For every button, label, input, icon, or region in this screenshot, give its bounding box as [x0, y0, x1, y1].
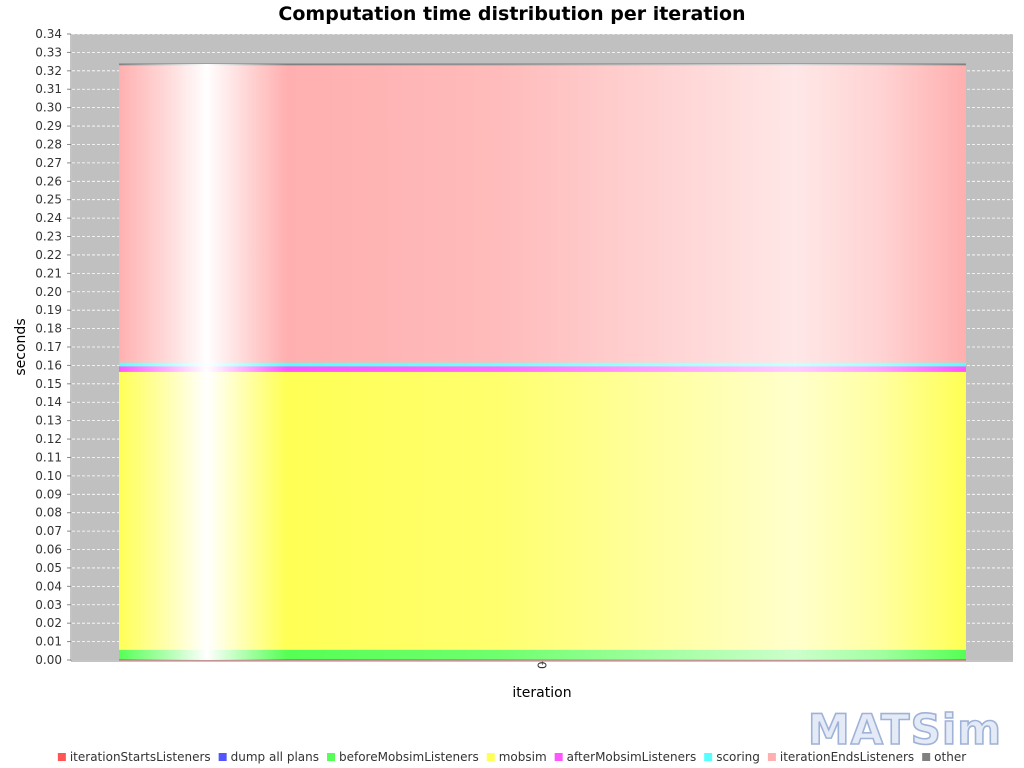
y-tick-label: 0.03 [35, 598, 62, 612]
x-axis-ticks: 0 [536, 661, 550, 669]
legend-item: other [922, 750, 966, 764]
y-tick-label: 0.20 [35, 285, 62, 299]
y-axis-ticks: 0.00 0.01 0.02 0.03 0.04 0.05 0.06 0.07 0.08 0.09… [35, 27, 71, 667]
legend-item: mobsim [486, 750, 547, 764]
legend-item: dump all plans [218, 750, 319, 764]
y-tick-label: 0.29 [35, 119, 62, 133]
chart-title: Computation time distribution per iterat… [278, 3, 745, 25]
y-tick-label: 0.08 [35, 506, 62, 520]
y-tick-label: 0.09 [35, 487, 62, 501]
y-tick-label: 0.19 [35, 303, 62, 317]
y-tick-label: 0.00 [35, 653, 62, 667]
y-tick-label: 0.01 [35, 635, 62, 649]
y-tick-label: 0.02 [35, 616, 62, 630]
legend-label: iterationStartsListeners [70, 750, 211, 764]
y-tick-label: 0.04 [35, 579, 62, 593]
y-tick-label: 0.21 [35, 266, 62, 280]
legend-swatch [326, 753, 335, 761]
y-tick-label: 0.14 [35, 395, 62, 409]
y-tick-label: 0.31 [35, 82, 62, 96]
y-tick-label: 0.07 [35, 524, 62, 538]
y-tick-label: 0.32 [35, 64, 62, 78]
legend-item: scoring [704, 750, 760, 764]
y-tick-label: 0.12 [35, 432, 62, 446]
y-tick-label: 0.25 [35, 193, 62, 207]
y-tick-label: 0.17 [35, 340, 62, 354]
legend-label: dump all plans [231, 750, 319, 764]
legend-label: beforeMobsimListeners [339, 750, 479, 764]
y-tick-label: 0.10 [35, 469, 62, 483]
y-tick-label: 0.34 [35, 27, 62, 41]
legend-swatch [922, 753, 931, 761]
legend-label: other [934, 750, 966, 764]
x-axis-label: iteration [512, 685, 571, 701]
legend-item: beforeMobsimListeners [326, 750, 479, 764]
legend-item: iterationStartsListeners [57, 750, 211, 764]
legend-label: mobsim [499, 750, 547, 764]
y-tick-label: 0.30 [35, 101, 62, 115]
x-tick-label: 0 [536, 661, 550, 669]
y-tick-label: 0.27 [35, 156, 62, 170]
y-tick-label: 0.28 [35, 137, 62, 151]
y-tick-label: 0.24 [35, 211, 62, 225]
legend-swatch [554, 753, 563, 761]
y-tick-label: 0.23 [35, 230, 62, 244]
legend-label: afterMobsimListeners [567, 750, 697, 764]
legend-swatch [218, 753, 227, 761]
y-tick-label: 0.13 [35, 414, 62, 428]
legend-item: iterationEndsListeners [767, 750, 914, 764]
legend-label: scoring [716, 750, 760, 764]
y-tick-label: 0.18 [35, 322, 62, 336]
y-tick-label: 0.22 [35, 248, 62, 262]
y-axis-label: seconds [13, 318, 29, 375]
y-tick-label: 0.26 [35, 174, 62, 188]
legend-label: iterationEndsListeners [780, 750, 914, 764]
legend: iterationStartsListeners dump all plans be… [57, 750, 966, 764]
legend-swatch [57, 753, 66, 761]
legend-swatch [704, 753, 713, 761]
legend-swatch [486, 753, 495, 761]
legend-item: afterMobsimListeners [554, 750, 697, 764]
y-tick-label: 0.06 [35, 543, 62, 557]
legend-swatch [767, 753, 776, 761]
y-tick-label: 0.11 [35, 450, 62, 464]
bar-highlight [118, 64, 965, 660]
y-tick-label: 0.05 [35, 561, 62, 575]
y-tick-label: 0.33 [35, 45, 62, 59]
matsim-logo: MATSim [808, 705, 1002, 754]
y-tick-label: 0.16 [35, 358, 62, 372]
y-tick-label: 0.15 [35, 377, 62, 391]
